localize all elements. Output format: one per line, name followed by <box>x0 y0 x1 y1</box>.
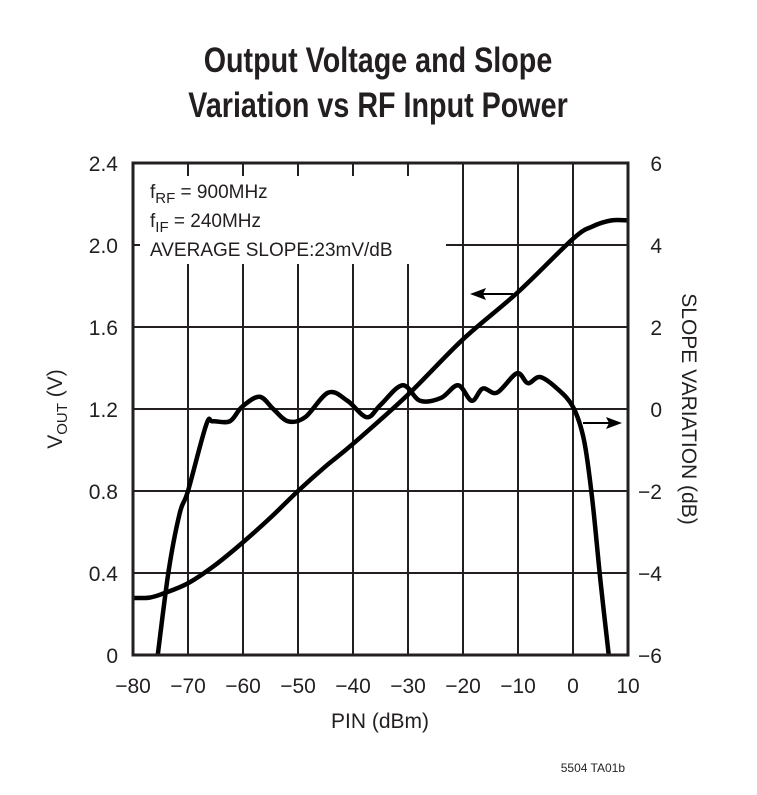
y-axis-label: VOUT (V) <box>44 369 71 449</box>
y2-tick-label: −6 <box>638 645 662 668</box>
y2-tick-label: −4 <box>638 563 662 586</box>
annotation-line: fIF = 240MHz <box>150 211 261 236</box>
y-axis-label-rest: (V) <box>44 369 67 403</box>
x-tick-label: −10 <box>500 675 536 698</box>
vout-curve <box>132 217 629 601</box>
annotation-rest: = 240MHz <box>169 211 261 232</box>
y2-tick-label: 2 <box>650 317 662 340</box>
left-arrowhead-icon <box>470 288 486 300</box>
x-axis-label: PIN (dBm) <box>331 710 429 733</box>
chart-title-line-2: Variation vs RF Input Power <box>188 85 567 124</box>
x-tick-label: −50 <box>280 675 316 698</box>
annotation-sub: IF <box>155 219 168 236</box>
annotation-line: AVERAGE SLOPE:23mV/dB <box>150 240 393 261</box>
y2-axis-label: SLOPE VARIATION (dB) <box>677 293 700 524</box>
y-tick-label: 0.4 <box>89 563 119 586</box>
tick-labels: −80 −70 −60 −50 −40 −30 −20 −10 0 1000.40.81.21.6… <box>89 153 663 698</box>
plot-frame <box>131 161 630 657</box>
annotation-main: f <box>150 182 156 203</box>
x-tick-label: −60 <box>225 675 261 698</box>
y2-tick-label: 4 <box>650 235 662 258</box>
y-tick-label: 0.8 <box>89 481 118 504</box>
y-tick-label: 2.4 <box>89 153 119 176</box>
x-tick-label: −20 <box>445 675 481 698</box>
y-tick-label: 1.6 <box>89 317 118 340</box>
y2-tick-label: 6 <box>650 153 662 176</box>
x-tick-label: −70 <box>170 675 206 698</box>
y-tick-label: 0 <box>106 645 118 668</box>
annotation-sub: RF <box>155 190 175 207</box>
annotation-background <box>140 176 446 264</box>
x-tick-label: 10 <box>616 675 639 698</box>
figure-id: 5504 TA01b <box>561 761 626 775</box>
annotation-main: f <box>150 211 156 232</box>
y2-tick-label: 0 <box>650 399 662 422</box>
slope-variation-curve <box>155 371 611 656</box>
x-tick-label: −40 <box>335 675 371 698</box>
y2-tick-label: −2 <box>638 481 662 504</box>
annotation-main: AVERAGE SLOPE:23mV/dB <box>150 240 393 261</box>
x-tick-label: −80 <box>115 675 151 698</box>
y-axis-label-sub: OUT <box>54 403 71 435</box>
annotation-rest: = 900MHz <box>175 182 267 203</box>
y-axis-label-main: V <box>44 435 67 449</box>
curves <box>132 217 629 656</box>
right-arrowhead-icon <box>606 417 622 429</box>
x-tick-label: −30 <box>390 675 426 698</box>
annotation-line: fRF = 900MHz <box>150 182 268 207</box>
x-tick-label: 0 <box>567 675 579 698</box>
y-tick-label: 2.0 <box>89 235 118 258</box>
chart-title-line-1: Output Voltage and Slope <box>204 40 553 79</box>
y-tick-label: 1.2 <box>89 399 118 422</box>
